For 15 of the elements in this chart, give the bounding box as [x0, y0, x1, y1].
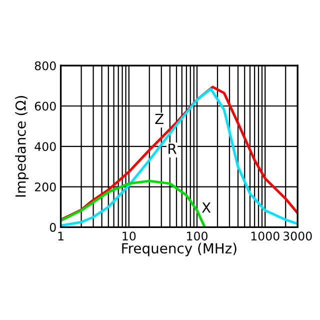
x-axis-title: Frequency (MHz) — [122, 242, 236, 256]
x-tick-label: 100 — [187, 232, 208, 241]
x-tick-label: 3000 — [283, 232, 312, 241]
y-tick-label: 200 — [34, 182, 56, 192]
x-tick-label: 1000 — [251, 232, 280, 241]
annotation: R — [168, 144, 176, 154]
y-tick-label: 800 — [34, 61, 56, 70]
x-tick-label: 10 — [122, 232, 136, 241]
x-tick-label: 1 — [58, 232, 64, 240]
y-tick-label: 400 — [34, 142, 56, 152]
y-tick-label: 600 — [34, 102, 56, 111]
annotation: X — [202, 202, 211, 213]
y-axis-title: Impedance (Ω) — [15, 96, 29, 197]
y-tick-label: 0 — [50, 222, 56, 232]
annotation: Z — [155, 114, 164, 124]
